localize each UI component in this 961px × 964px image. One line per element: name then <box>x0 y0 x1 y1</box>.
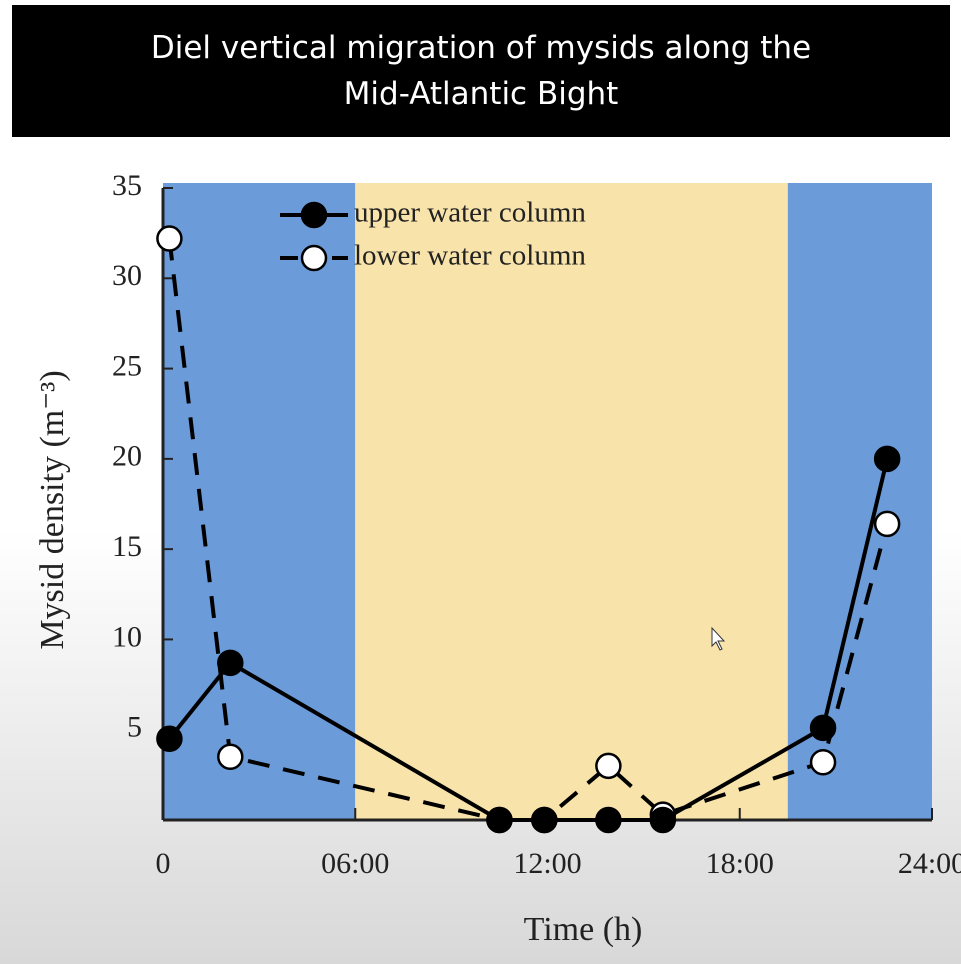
y-tick-label: 20 <box>112 440 142 473</box>
data-point <box>157 727 181 751</box>
legend-label: lower water column <box>354 240 586 272</box>
legend-label: upper water column <box>354 197 586 229</box>
data-point <box>157 227 181 251</box>
shaded-region <box>788 183 932 820</box>
legend-marker <box>302 246 326 270</box>
slide: Diel vertical migration of mysids along … <box>0 0 961 964</box>
data-point <box>875 512 899 536</box>
y-tick-label: 25 <box>112 349 142 382</box>
y-tick-label: 30 <box>112 259 142 292</box>
chart: 5 10 15 20 25 30 35 0 06:00 12:00 18:00 24:00 upper… <box>0 0 961 964</box>
data-point <box>487 808 511 832</box>
data-point <box>218 651 242 675</box>
x-axis-label: Time (h) <box>524 911 643 948</box>
data-point <box>651 808 675 832</box>
x-tick-label: 12:00 <box>513 847 581 880</box>
shaded-region <box>355 183 788 820</box>
data-point <box>532 808 556 832</box>
y-tick-label: 5 <box>127 711 142 744</box>
y-tick-label: 15 <box>112 530 142 563</box>
x-tick-label: 24:00 <box>898 847 961 880</box>
x-tick-label: 18:00 <box>706 847 774 880</box>
y-axis-label: Mysid density (m⁻³) <box>34 370 71 649</box>
data-point <box>596 808 620 832</box>
y-tick-label: 35 <box>112 169 142 202</box>
legend-marker <box>302 203 326 227</box>
x-tick-label: 06:00 <box>321 847 389 880</box>
y-tick-label: 10 <box>112 620 142 653</box>
data-point <box>596 754 620 778</box>
shaded-region <box>163 183 355 820</box>
x-tick-label: 0 <box>156 847 171 880</box>
data-point <box>811 750 835 774</box>
data-point <box>875 447 899 471</box>
data-point <box>218 745 242 769</box>
data-point <box>811 716 835 740</box>
